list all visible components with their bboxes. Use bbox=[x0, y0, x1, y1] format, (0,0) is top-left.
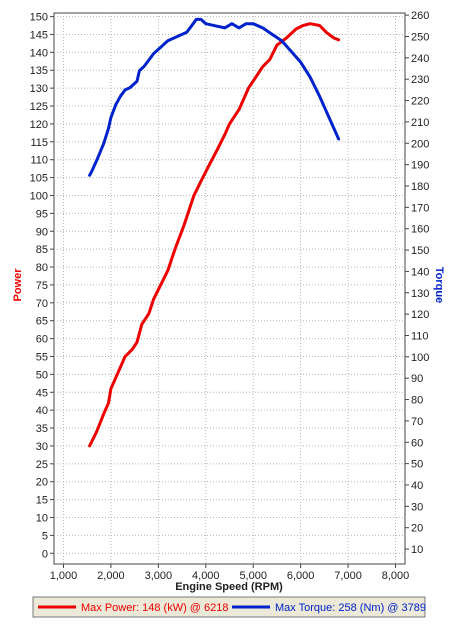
x-tick-label: 1,000 bbox=[50, 570, 78, 582]
right-tick-label: 190 bbox=[411, 160, 429, 172]
x-tick-label: 4,000 bbox=[192, 570, 220, 582]
right-tick-label: 70 bbox=[411, 416, 423, 428]
right-tick-label: 230 bbox=[411, 74, 429, 86]
right-axis-ticks: 10 20 30 40 50 60 70 80 90 100 110 120 130 140 150 160 1… bbox=[405, 10, 429, 556]
torque-series-line bbox=[88, 17, 341, 177]
legend-power-label: Max Power: 148 (kW) @ 6218 bbox=[81, 602, 229, 614]
left-tick-label: 10 bbox=[36, 512, 48, 524]
left-tick-label: 25 bbox=[36, 459, 48, 471]
grid-lines bbox=[54, 13, 405, 564]
left-tick-label: 100 bbox=[30, 190, 48, 202]
right-tick-label: 10 bbox=[411, 544, 423, 556]
right-tick-label: 80 bbox=[411, 395, 423, 407]
left-tick-label: 65 bbox=[36, 316, 48, 328]
right-tick-label: 150 bbox=[411, 245, 429, 257]
right-tick-label: 110 bbox=[411, 330, 429, 342]
right-tick-label: 210 bbox=[411, 117, 429, 129]
right-tick-label: 120 bbox=[411, 309, 429, 321]
left-tick-label: 80 bbox=[36, 262, 48, 274]
left-tick-label: 20 bbox=[36, 477, 48, 489]
left-axis-ticks: 0 5 10 15 20 25 30 35 40 45 50 55 60 65 70 75 80 85 90 95 10… bbox=[30, 12, 54, 560]
left-tick-label: 110 bbox=[30, 155, 48, 167]
right-tick-label: 170 bbox=[411, 202, 429, 214]
left-tick-label: 40 bbox=[36, 405, 48, 417]
right-tick-label: 50 bbox=[411, 459, 423, 471]
right-tick-label: 220 bbox=[411, 96, 429, 108]
right-tick-label: 200 bbox=[411, 138, 429, 150]
power-series-line bbox=[88, 22, 341, 448]
left-tick-label: 125 bbox=[30, 101, 48, 113]
x-tick-label: 6,000 bbox=[287, 570, 315, 582]
right-tick-label: 30 bbox=[411, 501, 423, 513]
right-tick-label: 240 bbox=[411, 53, 429, 65]
left-tick-label: 135 bbox=[30, 65, 48, 77]
left-tick-label: 70 bbox=[36, 298, 48, 310]
right-tick-label: 160 bbox=[411, 224, 429, 236]
left-tick-label: 90 bbox=[36, 226, 48, 238]
left-tick-label: 120 bbox=[30, 119, 48, 131]
left-tick-label: 140 bbox=[30, 47, 48, 59]
right-tick-label: 60 bbox=[411, 437, 423, 449]
left-tick-label: 115 bbox=[30, 137, 48, 149]
x-tick-label: 5,000 bbox=[239, 570, 267, 582]
x-tick-label: 7,000 bbox=[334, 570, 362, 582]
x-axis-title: Engine Speed (RPM) bbox=[175, 581, 283, 593]
left-axis-title: Power bbox=[12, 268, 24, 302]
left-tick-label: 35 bbox=[36, 423, 48, 435]
x-tick-label: 3,000 bbox=[145, 570, 173, 582]
left-tick-label: 150 bbox=[30, 12, 48, 24]
left-tick-label: 45 bbox=[36, 387, 48, 399]
legend-frame bbox=[32, 596, 426, 618]
left-tick-label: 55 bbox=[36, 351, 48, 363]
right-tick-label: 130 bbox=[411, 288, 429, 300]
plot-area bbox=[53, 12, 406, 565]
right-tick-label: 140 bbox=[411, 266, 429, 278]
x-tick-label: 2,000 bbox=[97, 570, 125, 582]
left-tick-label: 5 bbox=[42, 530, 48, 542]
right-tick-label: 40 bbox=[411, 480, 423, 492]
left-tick-label: 130 bbox=[30, 83, 48, 95]
left-tick-label: 0 bbox=[42, 548, 48, 560]
right-tick-label: 250 bbox=[411, 31, 429, 43]
left-tick-label: 95 bbox=[36, 208, 48, 220]
legend-torque-label: Max Torque: 258 (Nm) @ 3789 bbox=[275, 602, 426, 614]
x-tick-label: 8,000 bbox=[382, 570, 410, 582]
right-tick-label: 180 bbox=[411, 181, 429, 193]
left-tick-label: 105 bbox=[30, 173, 48, 185]
left-tick-label: 75 bbox=[36, 280, 48, 292]
left-tick-label: 60 bbox=[36, 334, 48, 346]
left-tick-label: 145 bbox=[30, 29, 48, 41]
right-tick-label: 90 bbox=[411, 373, 423, 385]
legend-bar: Max Power: 148 (kW) @ 6218 Max Torque: 2… bbox=[32, 596, 426, 618]
left-tick-label: 85 bbox=[36, 244, 48, 256]
right-tick-label: 260 bbox=[411, 10, 429, 22]
left-tick-label: 30 bbox=[36, 441, 48, 453]
right-tick-label: 20 bbox=[411, 523, 423, 535]
x-axis-ticks: 1,000 2,000 3,000 4,000 5,000 6,000 7,000 8,000 bbox=[50, 564, 410, 582]
left-tick-label: 50 bbox=[36, 369, 48, 381]
right-tick-label: 100 bbox=[411, 352, 429, 364]
right-axis-title: Torque bbox=[433, 267, 445, 303]
left-tick-label: 15 bbox=[36, 495, 48, 507]
